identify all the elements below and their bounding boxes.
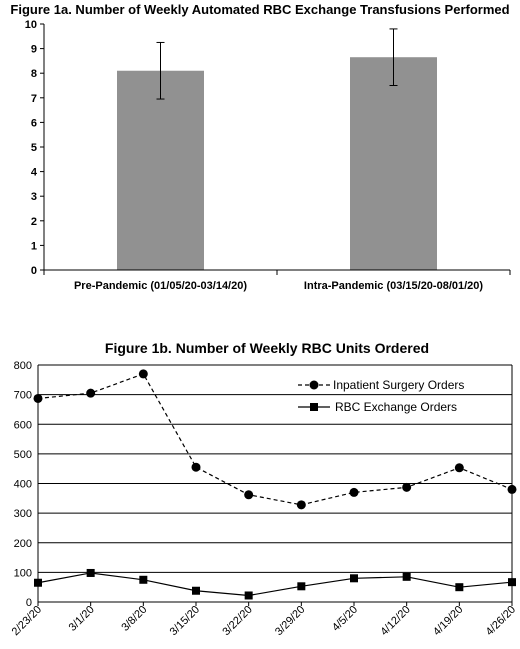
x-tick-label: 3/15/20	[168, 604, 202, 638]
chart-1a-axes	[43, 24, 511, 275]
y-tick-label: 400	[14, 479, 32, 491]
data-point-rbc	[350, 574, 358, 583]
data-point-inpatient	[33, 393, 43, 403]
y-tick-label: 800	[14, 360, 32, 372]
x-tick-label: 4/26/20	[484, 604, 518, 638]
data-point-inpatient	[244, 490, 254, 500]
data-point-rbc	[402, 572, 411, 581]
data-point-rbc	[455, 583, 464, 592]
data-point-inpatient	[349, 487, 359, 497]
x-tick-label: 4/5/20	[330, 604, 360, 634]
data-point-rbc	[192, 586, 200, 595]
y-tick-label: 10	[25, 19, 37, 31]
bar	[350, 57, 437, 271]
y-tick-label: 700	[14, 390, 32, 402]
chart-1b-x-axis: 2/23/20 3/1/20 3/8/20 3/15/20 3/22/20 3/29/20…	[10, 602, 518, 638]
y-tick-label: 100	[14, 567, 32, 579]
series-line-inpatient	[37, 373, 513, 506]
chart-1b-y-axis: 0 100 200 300 400 500 600 700 800	[14, 360, 32, 609]
data-point-inpatient	[454, 463, 464, 473]
data-point-inpatient	[191, 462, 201, 472]
data-point-inpatient	[402, 482, 412, 492]
chart-1a-title: Figure 1a. Number of Weekly Automated RB…	[10, 2, 509, 17]
y-tick-label: 5	[31, 142, 37, 154]
data-point-rbc	[34, 578, 42, 587]
data-point-inpatient	[86, 388, 96, 398]
x-tick-label: 3/8/20	[119, 604, 149, 634]
chart-1b-title: Figure 1b. Number of Weekly RBC Units Or…	[105, 340, 429, 356]
x-tick-label: 4/19/20	[431, 604, 465, 638]
y-tick-label: 3	[31, 191, 37, 203]
bar	[117, 70, 204, 271]
legend-marker-circle	[309, 380, 319, 390]
data-point-inpatient	[138, 369, 148, 379]
y-tick-label: 300	[14, 508, 32, 520]
legend-label-rbc: RBC Exchange Orders	[335, 400, 457, 414]
chart-1b-series	[33, 369, 517, 600]
chart-1a-category-label: Intra-Pandemic (03/15/20-08/01/20)	[304, 280, 483, 292]
y-tick-label: 500	[14, 449, 32, 461]
legend-marker-square	[310, 403, 318, 411]
chart-1b-legend: Inpatient Surgery Orders RBC Exchange Or…	[298, 378, 464, 414]
data-point-rbc	[244, 591, 253, 600]
chart-1b-gridlines	[37, 364, 513, 603]
x-tick-label: 3/22/20	[220, 604, 254, 638]
y-tick-label: 200	[14, 538, 32, 550]
y-tick-label: 0	[31, 265, 37, 277]
data-point-inpatient	[507, 484, 517, 494]
data-point-inpatient	[296, 500, 306, 510]
y-tick-label: 6	[31, 117, 37, 129]
chart-1a-category-label: Pre-Pandemic (01/05/20-03/14/20)	[74, 280, 247, 292]
y-tick-label: 4	[31, 167, 38, 179]
y-tick-label: 9	[31, 44, 37, 56]
data-point-rbc	[297, 582, 306, 591]
x-tick-label: 3/29/20	[273, 604, 307, 638]
y-tick-label: 0	[26, 597, 32, 609]
y-tick-label: 7	[31, 93, 37, 105]
chart-1a-y-axis: 0 1 2 3 4 5 6 7 8 9 10	[25, 19, 44, 277]
x-tick-label: 4/12/20	[378, 604, 412, 638]
y-tick-label: 600	[14, 419, 32, 431]
y-tick-label: 1	[31, 240, 37, 252]
chart-1a-bars	[117, 28, 437, 271]
data-point-rbc	[139, 575, 148, 584]
legend-label-inpatient: Inpatient Surgery Orders	[333, 378, 464, 392]
y-tick-label: 8	[31, 68, 37, 80]
y-tick-label: 2	[31, 216, 37, 228]
data-point-rbc	[508, 578, 516, 587]
series-line-rbc	[37, 572, 513, 597]
x-tick-label: 3/1/20	[67, 604, 97, 634]
data-point-rbc	[86, 568, 95, 577]
